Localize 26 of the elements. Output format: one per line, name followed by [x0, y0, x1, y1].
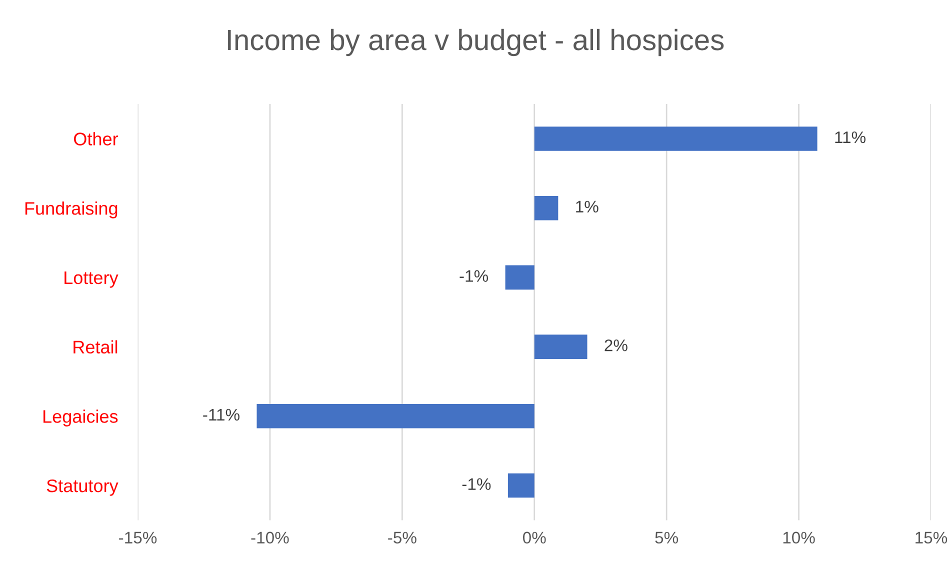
x-tick-label: 5% [655, 532, 678, 544]
x-tick-label: -15% [119, 532, 157, 544]
data-label: 1% [576, 200, 598, 212]
bar [508, 473, 534, 498]
y-tick-label: Statutory [46, 479, 118, 496]
y-tick-label: Fundraising [25, 202, 118, 218]
y-tick-label: Lottery [64, 272, 118, 288]
x-tick-label: 15% [916, 532, 948, 544]
data-label: -11% [203, 408, 240, 421]
bar [256, 404, 534, 428]
x-tick-label: 0% [522, 532, 546, 544]
bar [534, 334, 588, 359]
chart-title: Income by area v budget - all hospices [228, 28, 724, 56]
x-tick-label: -10% [251, 532, 289, 544]
data-label: -1% [462, 478, 491, 490]
data-label: 2% [604, 339, 628, 352]
x-tick-label: 10% [783, 532, 815, 544]
bar [534, 126, 818, 151]
data-label: 11% [835, 131, 866, 144]
x-tick-label: -5% [388, 532, 416, 544]
bar [505, 265, 534, 290]
data-label: -1% [460, 270, 488, 282]
y-tick-label: Other [74, 132, 118, 146]
bar [534, 196, 558, 220]
y-tick-label: Legaicies [44, 410, 118, 426]
y-tick-label: Retail [74, 340, 118, 354]
